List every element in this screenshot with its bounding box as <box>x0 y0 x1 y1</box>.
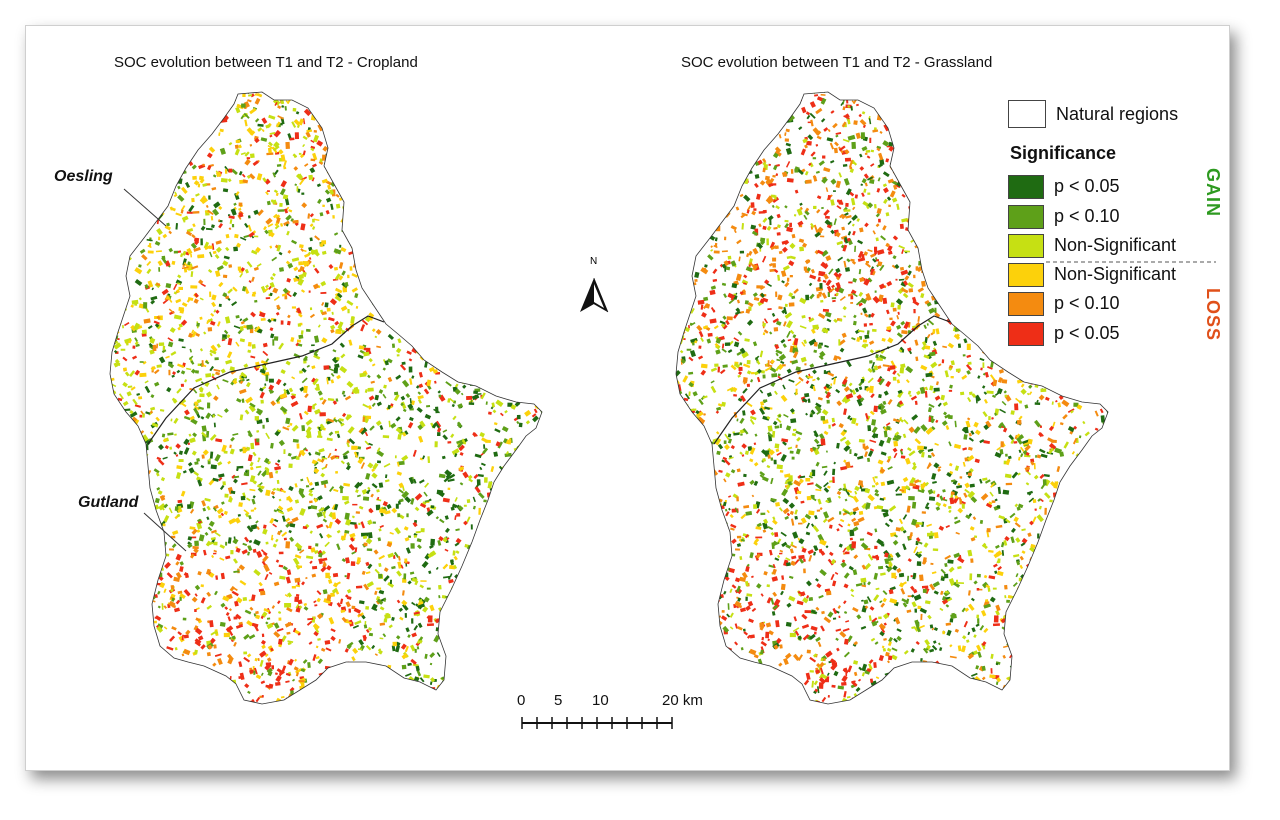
legend-label-3: Non-Significant <box>1054 264 1177 284</box>
legend-swatch-4 <box>1008 292 1044 316</box>
legend-natural-regions-swatch <box>1008 100 1046 128</box>
legend-swatch-2 <box>1008 234 1044 258</box>
north-arrow-label: N <box>590 256 598 267</box>
gutland-leader-line <box>143 512 187 552</box>
legend-swatch-5 <box>1008 322 1044 346</box>
crop-region-boundary <box>147 315 385 445</box>
scale-label-0: 0 <box>517 692 526 709</box>
legend-loss-label: LOSS <box>1203 288 1223 342</box>
legend-gain-label: GAIN <box>1203 168 1223 217</box>
legend-swatch-0 <box>1008 175 1044 199</box>
region-label-oesling: Oesling <box>54 168 113 185</box>
oesling-leader-line <box>123 188 167 227</box>
grass-patches <box>676 92 1108 704</box>
legend-heading: Significance <box>1010 143 1117 163</box>
cropland-map <box>109 91 543 705</box>
figure-panel: SOC evolution between T1 and T2 - Cropla… <box>25 25 1230 771</box>
north-arrow-icon <box>580 277 609 313</box>
legend-label-5: p < 0.05 <box>1054 323 1120 343</box>
grass-region-boundary <box>713 315 951 445</box>
crop-patches <box>110 92 542 704</box>
region-label-gutland: Gutland <box>78 494 139 511</box>
legend-label-2: Non-Significant <box>1054 235 1177 255</box>
scale-bar <box>521 717 673 729</box>
legend-label-1: p < 0.10 <box>1054 206 1120 226</box>
map-canvas <box>109 91 1216 729</box>
legend-swatch-3 <box>1008 263 1044 287</box>
right-map-title: SOC evolution between T1 and T2 - Grassl… <box>681 54 993 71</box>
scale-label-3: 20 km <box>662 692 703 709</box>
grassland-map <box>675 91 1109 705</box>
crop-country-outline <box>109 91 543 705</box>
legend-swatch-1 <box>1008 205 1044 229</box>
legend-label-0: p < 0.05 <box>1054 176 1120 196</box>
left-map-title: SOC evolution between T1 and T2 - Cropla… <box>114 54 418 71</box>
scale-label-1: 5 <box>554 692 563 709</box>
scale-label-2: 10 <box>592 692 609 709</box>
legend-natural-regions-label: Natural regions <box>1056 104 1179 124</box>
legend-label-4: p < 0.10 <box>1054 293 1120 313</box>
grass-country-outline <box>675 91 1109 705</box>
